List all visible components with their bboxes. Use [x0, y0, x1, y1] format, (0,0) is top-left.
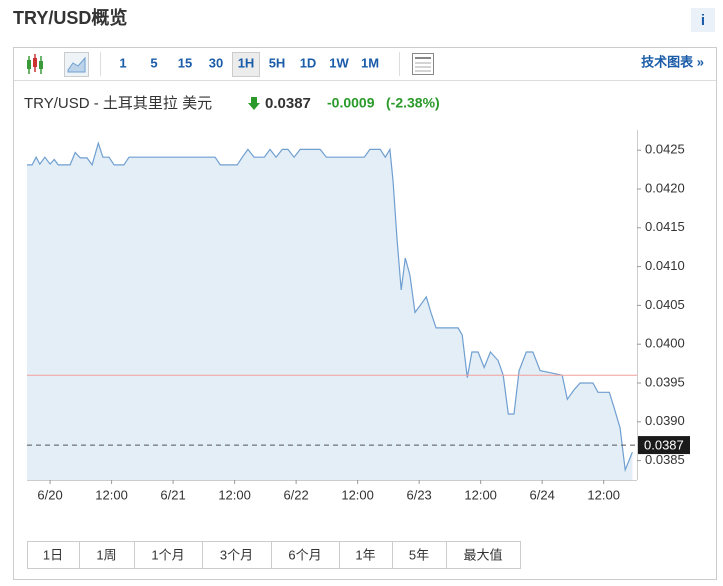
area-fill [27, 143, 633, 480]
down-arrow [248, 97, 260, 110]
candlestick-icon[interactable] [27, 54, 43, 74]
range-label[interactable]: 1周 [96, 547, 116, 562]
y-tick-label: 0.0415 [645, 219, 685, 234]
y-tick-label: 0.0400 [645, 336, 685, 351]
quote-name: TRY/USD - 土耳其里拉 美元 [24, 95, 212, 112]
interval-selected[interactable] [232, 52, 260, 77]
range-button[interactable] [27, 541, 80, 569]
range-label[interactable]: 1日 [43, 547, 63, 562]
interval-button[interactable]: 15 [178, 55, 192, 70]
x-tick-label: 12:00 [464, 487, 497, 502]
range-button[interactable] [446, 541, 521, 569]
range-button[interactable] [392, 541, 447, 569]
info-icon[interactable]: i [701, 12, 705, 29]
interval-button[interactable]: 5 [150, 55, 157, 70]
interval-button[interactable]: 1W [329, 55, 349, 70]
range-button[interactable] [271, 541, 340, 569]
interval-button[interactable]: 1D [300, 55, 317, 70]
quote-change: -0.0009 [327, 95, 375, 111]
y-tick-label: 0.0405 [645, 297, 685, 312]
x-tick-label: 6/22 [283, 487, 308, 502]
x-tick-label: 12:00 [218, 487, 251, 502]
quote-price: 0.0387 [265, 95, 311, 112]
range-button[interactable] [134, 541, 203, 569]
range-button[interactable] [79, 541, 135, 569]
range-label[interactable]: 最大值 [463, 547, 502, 562]
range-label[interactable]: 1年 [355, 547, 375, 562]
interval-button[interactable]: 30 [209, 55, 223, 70]
range-button[interactable] [339, 541, 393, 569]
y-tick-label: 0.0410 [645, 258, 685, 273]
x-tick-label: 12:00 [341, 487, 374, 502]
interval-button[interactable]: 1H [238, 55, 255, 70]
interval-button[interactable]: 5H [269, 55, 286, 70]
table-icon[interactable] [412, 53, 434, 75]
y-tick-label: 0.0420 [645, 180, 685, 195]
last-price-label: 0.0387 [644, 438, 684, 453]
y-tick-label: 0.0385 [645, 452, 685, 467]
interval-button[interactable]: 1M [361, 55, 379, 70]
quote-change-pct: (-2.38%) [386, 95, 440, 111]
technical-chart-link[interactable]: 技术图表 » [641, 54, 704, 69]
x-tick-label: 6/20 [37, 487, 62, 502]
info-button[interactable] [691, 8, 715, 32]
x-tick-label: 6/24 [530, 487, 555, 502]
y-tick-label: 0.0425 [645, 142, 685, 157]
x-tick-label: 6/21 [160, 487, 185, 502]
x-tick-label: 6/23 [406, 487, 431, 502]
x-tick-label: 12:00 [587, 487, 620, 502]
y-tick-label: 0.0390 [645, 413, 685, 428]
range-button[interactable] [202, 541, 272, 569]
range-label[interactable]: 5年 [409, 547, 429, 562]
price-line [27, 141, 633, 473]
plot: 英为财情Investing.com0.03850.03900.03950.040… [27, 130, 690, 502]
last-price-tag [638, 436, 690, 455]
area-chart-icon[interactable] [64, 52, 89, 77]
range-label[interactable]: 3个月 [220, 547, 253, 562]
range-label[interactable]: 6个月 [288, 547, 321, 562]
range-label[interactable]: 1个月 [151, 547, 184, 562]
y-tick-label: 0.0395 [645, 374, 685, 389]
range-bar: 1日 1周 1个月 3个月 6个月 1年 5年 最大值 [27, 541, 521, 569]
x-tick-label: 12:00 [95, 487, 128, 502]
page-title: TRY/USD概览 [13, 7, 127, 28]
interval-button[interactable]: 1 [119, 55, 126, 70]
